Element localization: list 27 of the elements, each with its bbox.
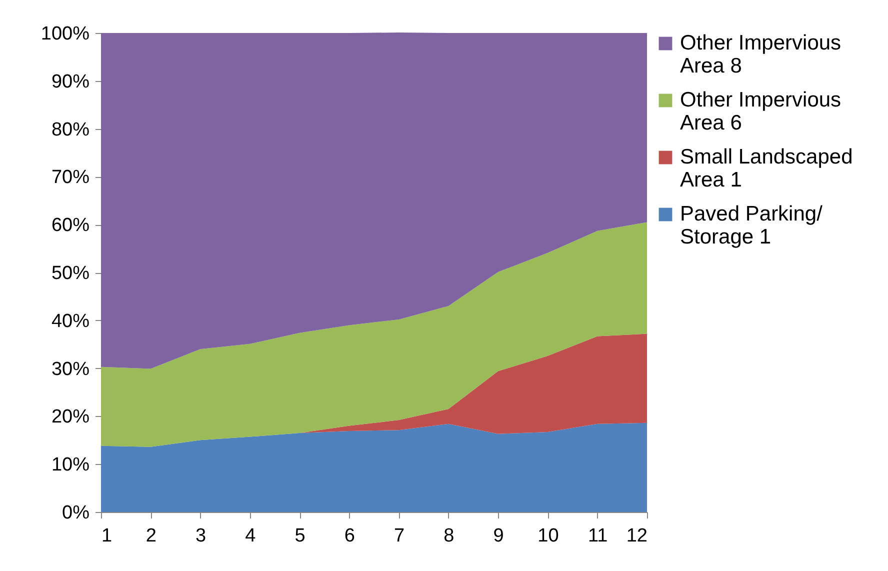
y-tick-label: 40%	[51, 310, 90, 332]
y-tick-label: 10%	[51, 454, 90, 476]
y-tick-label: 30%	[51, 358, 90, 380]
y-tick-label: 60%	[51, 215, 90, 236]
y-tick-label: 80%	[51, 119, 90, 140]
x-tick-label: 12	[626, 526, 648, 546]
y-tick-label: 90%	[51, 71, 90, 92]
x-tick-label: 4	[245, 526, 256, 546]
x-tick-label: 10	[538, 526, 559, 546]
y-tick-label: 20%	[51, 406, 90, 428]
y-tick-label: 50%	[51, 263, 90, 284]
legend-label: Paved Parking/ Storage 1	[680, 202, 823, 248]
x-tick-label: 3	[195, 526, 206, 546]
x-tick-label: 1	[102, 526, 112, 546]
legend-label: Other Impervious Area 8	[680, 32, 842, 78]
y-tick-label: 70%	[51, 167, 90, 188]
x-tick-label: 11	[588, 526, 608, 546]
x-tick-label: 2	[146, 526, 156, 546]
legend-label: Small Landscaped Area 1	[680, 146, 853, 192]
x-tick-label: 7	[394, 526, 405, 546]
x-tick-label: 5	[294, 526, 306, 546]
x-tick-label: 8	[444, 526, 454, 546]
x-tick-label: 9	[493, 526, 504, 546]
x-tick-label: 6	[344, 526, 355, 546]
legend-label: Other Impervious Area 6	[680, 88, 842, 134]
y-tick-label: 100%	[40, 24, 90, 44]
y-tick-label: 0%	[62, 502, 90, 524]
